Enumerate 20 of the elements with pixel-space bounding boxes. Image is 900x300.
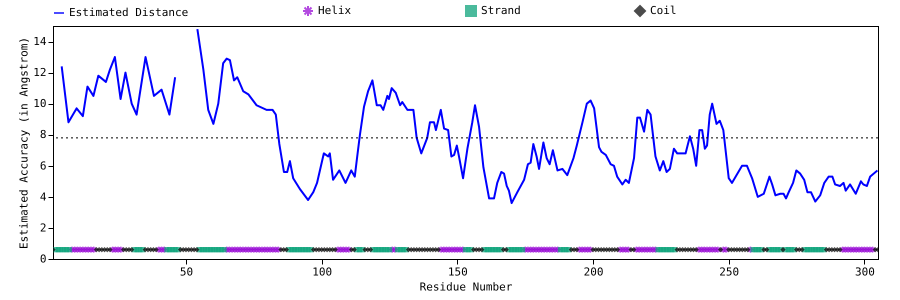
x-tick-label: 50 xyxy=(180,266,194,278)
x-tick-label: 250 xyxy=(719,266,740,278)
x-tick-label: 150 xyxy=(448,266,468,278)
x-tick-label: 100 xyxy=(312,266,332,278)
y-tick-label: 6 xyxy=(40,159,46,172)
x-tick-label: 200 xyxy=(584,266,604,278)
legend-label: Helix xyxy=(318,4,352,17)
x-tick-label: 300 xyxy=(854,266,875,278)
legend-label: Coil xyxy=(650,4,676,17)
y-tick-label: 8 xyxy=(40,128,46,142)
y-tick-label: 2 xyxy=(40,221,46,234)
legend-label: Strand xyxy=(481,4,521,17)
y-tick-label: 0 xyxy=(40,252,46,266)
legend-label: Estimated Distance xyxy=(69,6,188,19)
x-axis-title: Residue Number xyxy=(420,280,513,294)
y-tick-label: 14 xyxy=(33,35,47,48)
y-tick-label: 10 xyxy=(33,97,46,110)
y-tick-label: 12 xyxy=(33,66,46,80)
y-axis-title: Estimated Accuracy (in Angstrom) xyxy=(17,37,30,249)
y-tick-label: 4 xyxy=(40,190,47,204)
